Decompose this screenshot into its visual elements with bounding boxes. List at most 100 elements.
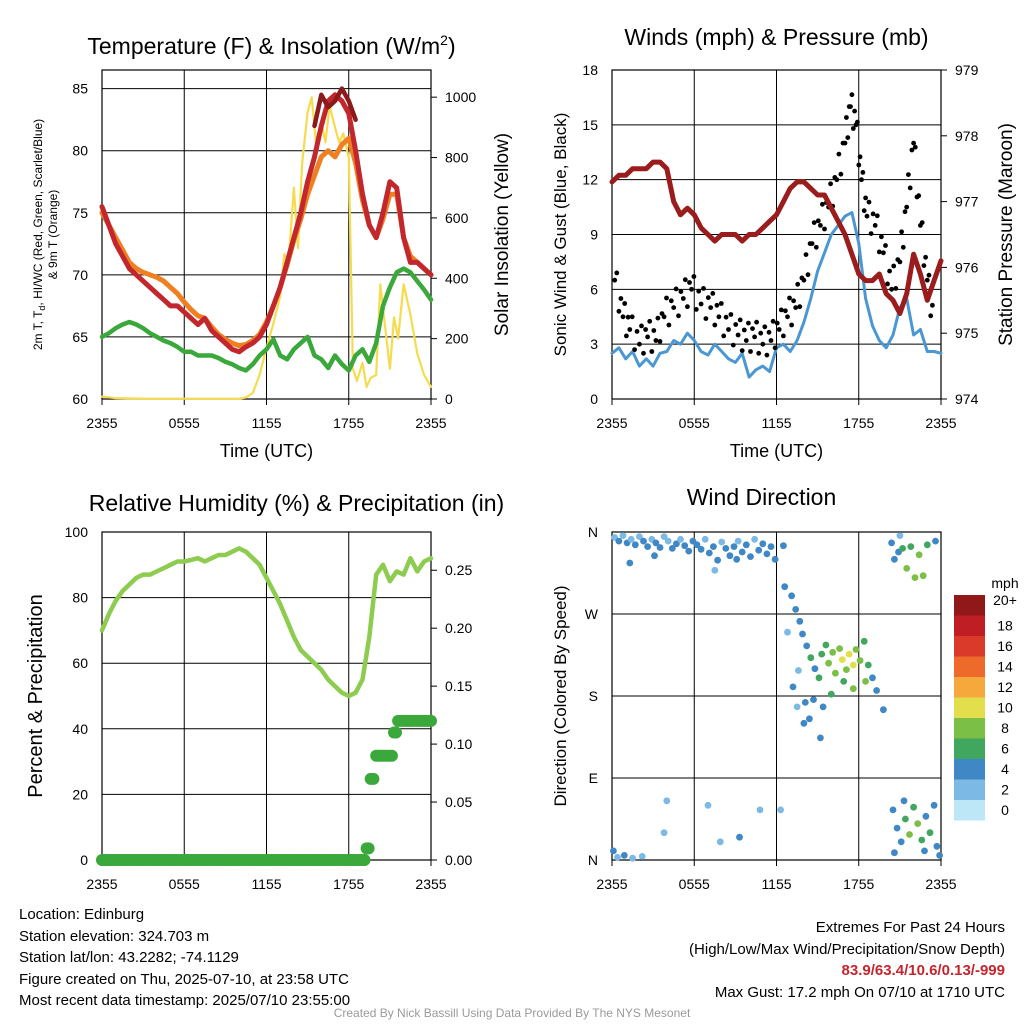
y2-tick-label: 400 (445, 270, 469, 286)
gust-point (726, 327, 731, 332)
gust-point (696, 288, 702, 294)
wind-direction-point (792, 606, 800, 613)
gust-point (624, 333, 629, 339)
y-tick-label: 60 (72, 655, 88, 671)
gust-point (850, 126, 856, 131)
y-tick-label: 75 (72, 205, 88, 221)
gust-point (620, 314, 626, 320)
wind-direction-point (932, 537, 939, 545)
gust-point (815, 218, 821, 224)
precipitation-point (385, 749, 398, 762)
gust-point (645, 334, 650, 340)
wind-direction-point (817, 734, 824, 742)
gust-point (682, 277, 688, 283)
gust-point (834, 177, 840, 183)
x-tick-label: 1755 (333, 415, 364, 431)
gust-point (685, 304, 690, 310)
wind-direction-point (614, 853, 621, 861)
station-info: Location: Edinburg Station elevation: 32… (19, 904, 350, 1012)
gust-point (673, 286, 679, 292)
wind-direction-point (896, 532, 904, 539)
wind-direction-point (777, 806, 784, 814)
y-tick-label: 0 (590, 391, 598, 407)
gust-point (629, 314, 635, 320)
extremes-description: (High/Low/Max Wind/Precipitation/Snow De… (689, 940, 1005, 958)
gust-point (714, 302, 720, 308)
legend-label: 16 (997, 638, 1013, 654)
wind-direction-point (893, 824, 901, 832)
gust-point (891, 263, 897, 269)
gust-point (746, 320, 751, 326)
wind-direction-point (756, 806, 764, 814)
wind-direction-point (638, 853, 646, 860)
gust-point (664, 295, 669, 301)
gust-point (737, 317, 743, 323)
x-tick-label: 1755 (843, 415, 874, 431)
legend-swatch (954, 697, 985, 718)
x-tick-label: 2355 (415, 876, 446, 892)
wind-direction-point (795, 667, 802, 674)
wind-direction-point (825, 659, 832, 667)
wind-direction-point (640, 537, 647, 545)
legend-swatch (954, 738, 985, 759)
wind-direction-point (888, 539, 895, 547)
x-tick-label: 2355 (925, 415, 956, 431)
wind-direction-point (849, 685, 857, 693)
chart-title: Relative Humidity (%) & Precipitation (i… (89, 490, 504, 516)
wind-direction-point (781, 583, 789, 591)
wind-direction-point (800, 719, 808, 727)
x-tick-label: 1155 (251, 876, 281, 892)
wind-direction-point (718, 538, 726, 546)
gust-point (820, 201, 825, 207)
wind-direction-point (620, 852, 628, 859)
wind-direction-point (801, 699, 809, 706)
wind-direction-point (629, 854, 636, 862)
created-label: Figure created on Thu, 2025-07-10, at 23… (19, 970, 349, 988)
wind-direction-point (704, 801, 712, 809)
x-tick-label: 0555 (679, 415, 710, 431)
y2-tick-label: 976 (955, 259, 979, 275)
wind-direction-point (677, 535, 684, 543)
gust-point (735, 332, 741, 338)
x-tick-label: 1155 (761, 876, 791, 892)
wind-direction-point (936, 852, 943, 859)
gust-point (872, 223, 878, 228)
gust-point (926, 272, 932, 278)
gust-point (909, 147, 915, 153)
wind-direction-point (734, 537, 742, 545)
wind-direction-point (840, 678, 848, 685)
wind-direction-point (705, 549, 713, 557)
wind-direction-point (631, 541, 639, 549)
latlon-label: Station lat/lon: 43.2282; -74.1129 (19, 949, 239, 966)
plot-frame (611, 69, 942, 400)
wind-direction-point (697, 545, 705, 553)
gust-point (647, 318, 653, 324)
y-tick-label: 18 (582, 62, 598, 78)
gust-point (698, 301, 704, 307)
gust-point (733, 322, 739, 327)
gust-point (666, 322, 672, 328)
wind-direction-point (930, 801, 938, 809)
x-tick-label: 1755 (843, 876, 874, 892)
wind-direction-point (827, 690, 835, 698)
legend-label: 4 (1001, 761, 1009, 777)
legend-label: 10 (997, 700, 1013, 716)
wind-direction-point (829, 648, 837, 656)
gust-point (622, 301, 628, 306)
wind-direction-point (852, 646, 860, 653)
y-tick-label: 6 (590, 281, 598, 297)
gust-point (614, 270, 620, 276)
wind-direction-point (891, 849, 898, 857)
location-label: Location: Edinburg (19, 906, 145, 923)
wind-direction-point (873, 687, 880, 694)
wind-direction-point (619, 532, 627, 539)
y-tick-label: E (589, 770, 598, 786)
x-tick-label: 2355 (925, 876, 956, 892)
x-tick-label: 2355 (596, 876, 627, 892)
y2-tick-label: 978 (955, 128, 979, 144)
x-tick-label: 2355 (86, 415, 117, 431)
gust-point (803, 252, 809, 257)
wind-direction-point (681, 542, 689, 550)
gust-point (900, 244, 906, 250)
y2-tick-label: 0.05 (445, 794, 472, 810)
